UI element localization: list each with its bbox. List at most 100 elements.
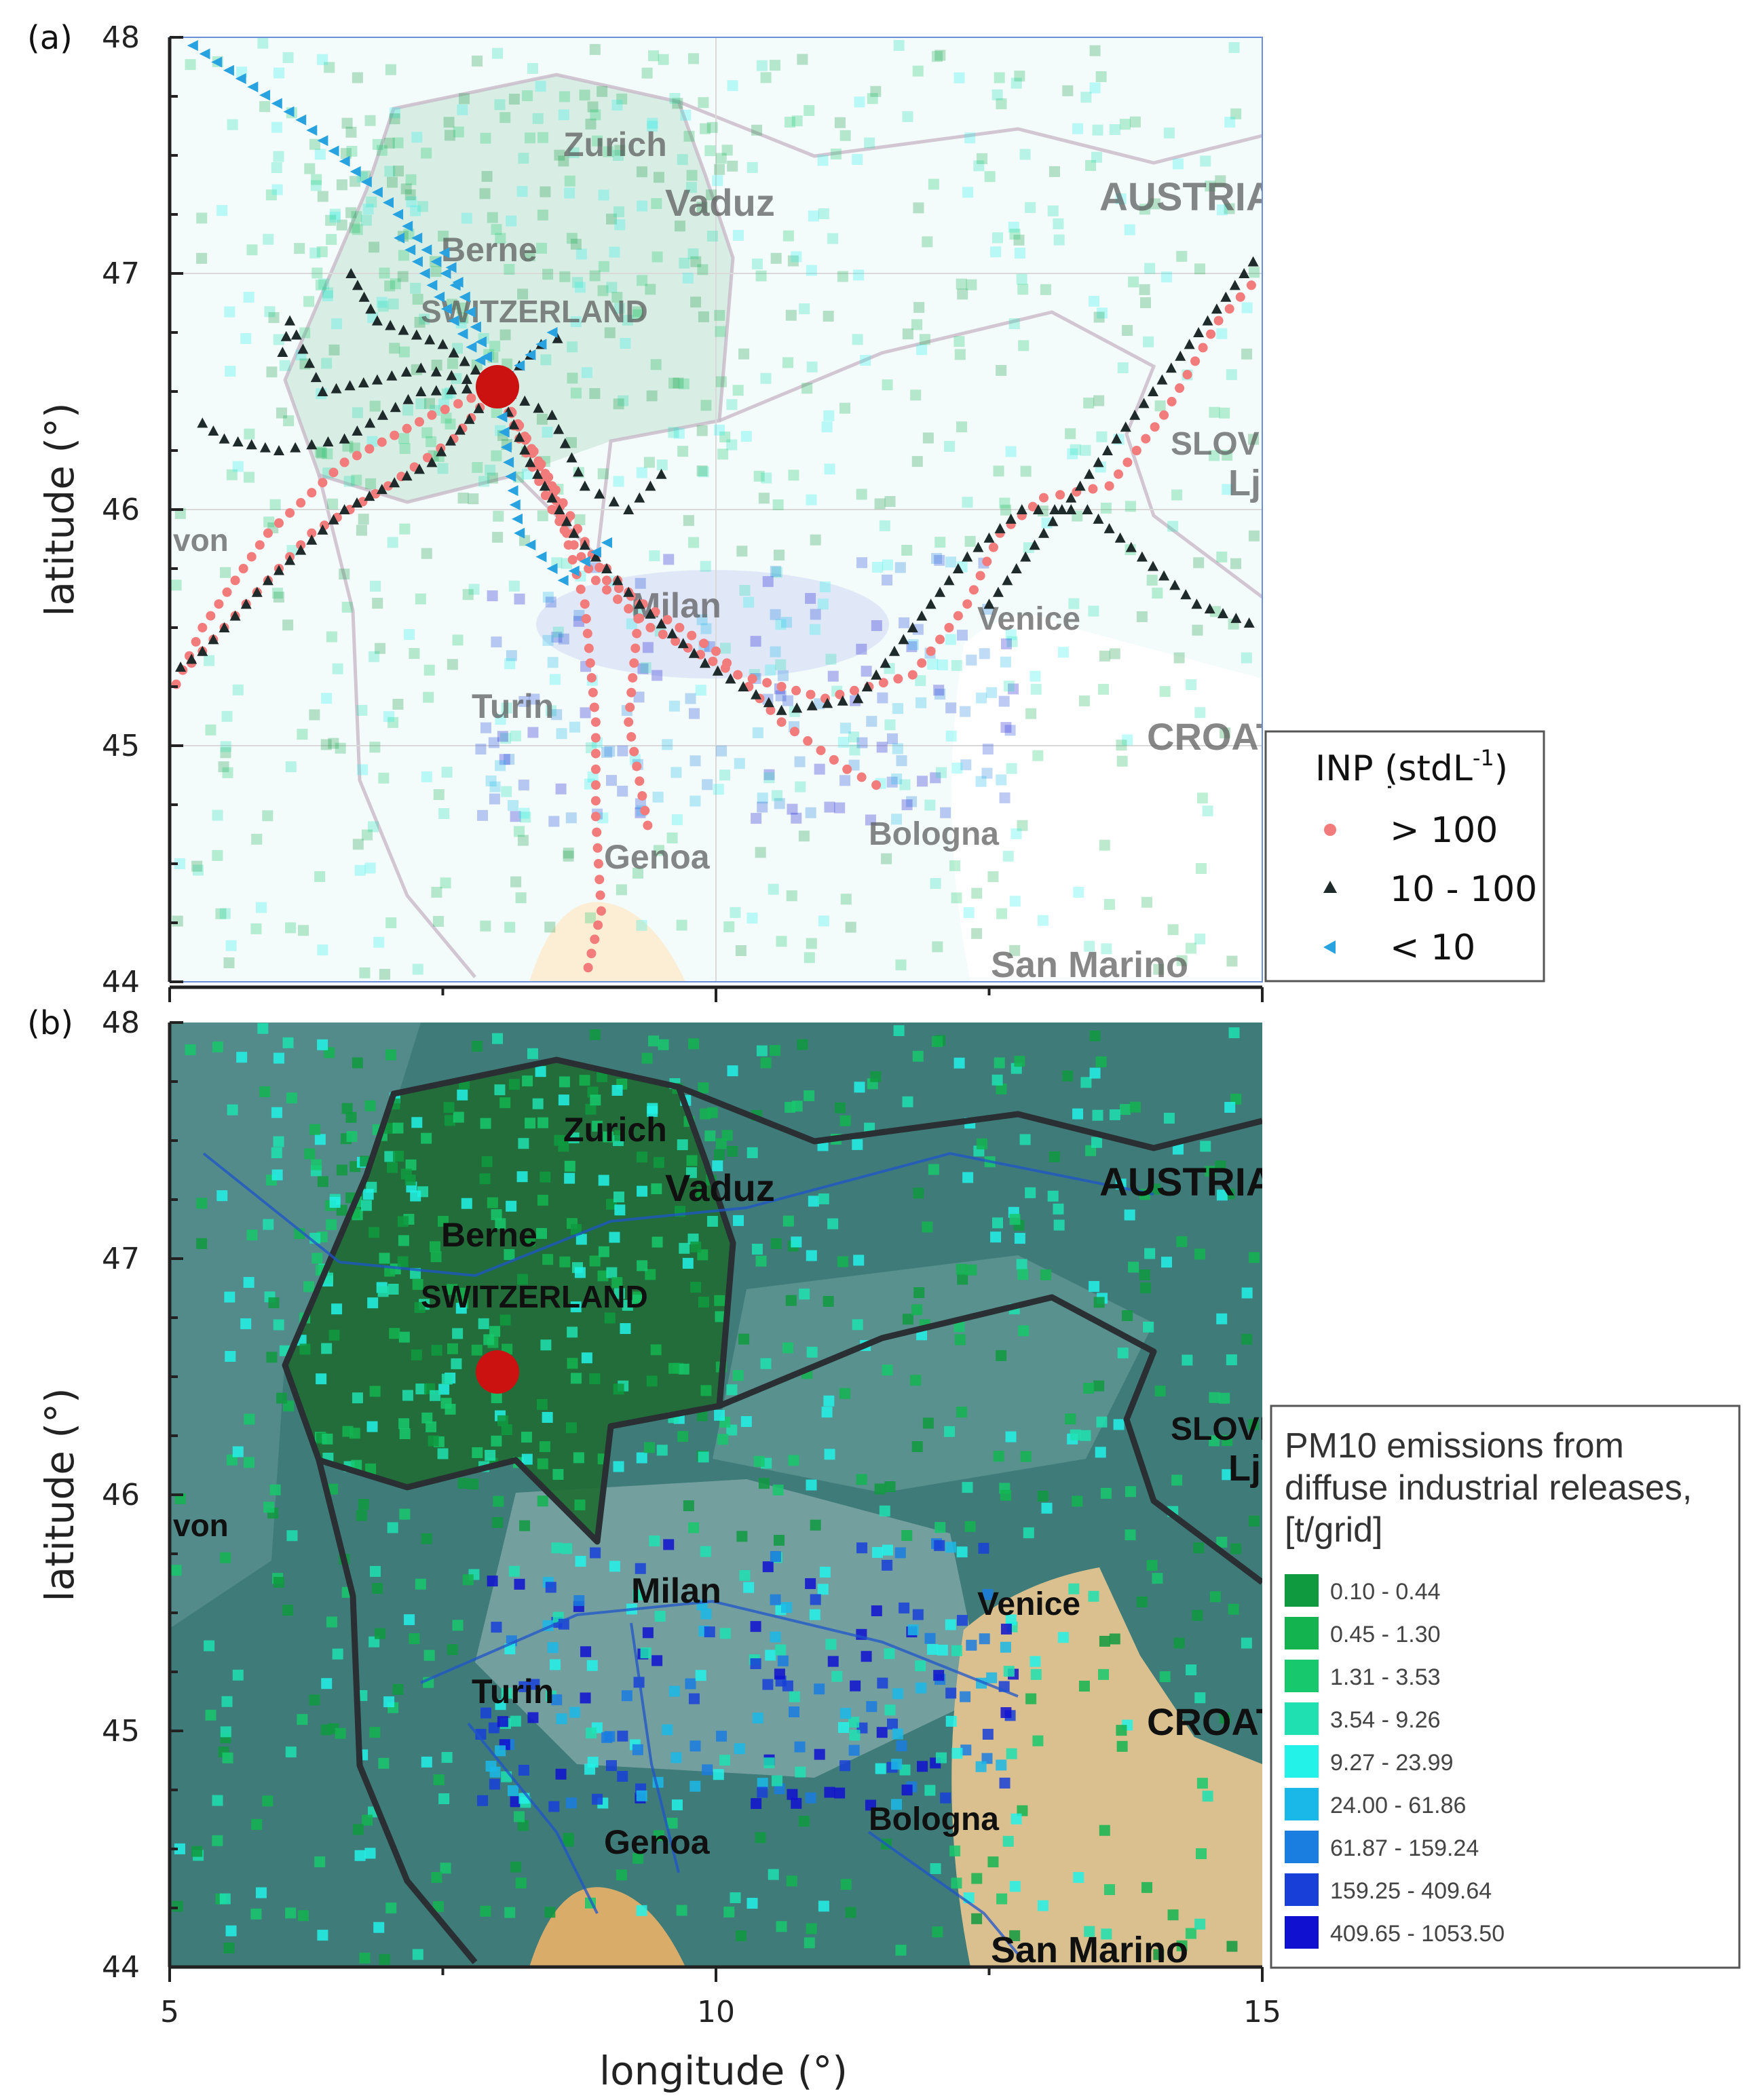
- emission-cell: [1117, 1348, 1129, 1359]
- emission-cell: [999, 497, 1010, 509]
- emission-cell: [653, 1830, 664, 1841]
- trajectory-point-mid: [1047, 516, 1059, 527]
- emission-cell: [587, 771, 599, 783]
- emission-cell: [934, 1540, 945, 1551]
- emission-cell: [574, 282, 586, 293]
- emission-cell: [954, 1334, 966, 1345]
- emission-cell: [266, 366, 278, 378]
- emission-cell: [279, 360, 290, 371]
- emission-cell: [495, 714, 506, 725]
- emission-cell: [510, 1715, 521, 1727]
- emission-cell: [329, 212, 341, 223]
- emission-cell: [706, 121, 718, 133]
- emission-cell: [532, 1098, 544, 1109]
- trajectory-point-mid: [590, 551, 601, 562]
- emission-cell: [558, 155, 569, 167]
- trajectory-point-mid: [1125, 541, 1137, 552]
- emission-cell: [1128, 276, 1139, 288]
- emission-cell: [1173, 1637, 1185, 1649]
- trajectory-point-high: [658, 629, 668, 639]
- emission-cell: [345, 207, 357, 218]
- legend-marker-low: [1323, 940, 1336, 954]
- x-axis-label: longitude (°): [599, 2048, 848, 2094]
- emission-cell: [698, 311, 709, 323]
- inp-legend: INP (stdL-1) > 100 10 - 100 < 10: [1264, 730, 1545, 982]
- emission-cell: [597, 285, 609, 297]
- emission-cell: [894, 1547, 906, 1559]
- trajectory-point-high: [590, 780, 601, 790]
- emission-cell: [999, 1777, 1010, 1789]
- emission-cell: [405, 174, 417, 185]
- emission-cell: [1140, 297, 1152, 309]
- trajectory-point-mid: [385, 320, 396, 330]
- emission-cell: [834, 802, 846, 814]
- emission-cell: [794, 756, 806, 767]
- emission-cell: [975, 1761, 987, 1772]
- emission-cell: [515, 1877, 527, 1889]
- emission-cell: [732, 229, 744, 241]
- emission-cell: [930, 878, 941, 890]
- emission-cell: [637, 1260, 648, 1272]
- trajectory-point-mid: [1156, 374, 1168, 385]
- emission-cell: [343, 476, 355, 487]
- emission-cell: [262, 810, 273, 822]
- emission-cell: [571, 277, 583, 288]
- trajectory-point-mid: [943, 575, 955, 586]
- emission-cell: [1109, 1109, 1120, 1120]
- emission-cell: [702, 1764, 713, 1776]
- emission-cell: [915, 697, 927, 708]
- emission-cell: [788, 1706, 799, 1717]
- trajectory-point-high: [565, 511, 575, 521]
- trajectory-point-mid: [916, 610, 928, 621]
- place-lj: Lj: [1228, 463, 1261, 503]
- emission-cell: [225, 1351, 236, 1362]
- trajectory-point-high: [590, 748, 601, 759]
- emission-cell: [839, 1388, 851, 1399]
- place-vaduz-b: Vaduz: [665, 1166, 775, 1209]
- emission-cell: [750, 636, 761, 647]
- emission-cell: [902, 328, 913, 340]
- emission-cell: [414, 317, 426, 328]
- emission-cell: [327, 498, 339, 510]
- panel-b-y-label: latitude (°): [37, 1388, 83, 1601]
- emission-cell: [689, 755, 701, 767]
- trajectory-point-low: [579, 556, 590, 567]
- emission-cell: [668, 377, 680, 389]
- swiss-border-b: [282, 1056, 736, 1545]
- emission-cell: [485, 1449, 496, 1461]
- borders-b: [282, 1056, 1262, 1964]
- emission-cell: [891, 814, 903, 825]
- emission-cell: [932, 1036, 943, 1048]
- emission-cell: [406, 196, 417, 208]
- emission-cell: [1099, 839, 1110, 851]
- emission-cell: [996, 98, 1007, 109]
- emission-cell: [404, 1175, 416, 1186]
- emission-cell: [551, 1542, 563, 1554]
- emission-cell: [865, 1799, 876, 1811]
- emission-cell: [491, 450, 502, 461]
- emission-cell: [519, 1520, 531, 1531]
- adriatic-sea: [951, 614, 1262, 982]
- emission-cell: [1020, 1451, 1032, 1462]
- emission-cell: [426, 436, 437, 447]
- emission-cell: [1216, 551, 1228, 562]
- emission-cell: [205, 724, 216, 736]
- legend-label-high: > 100: [1390, 810, 1498, 851]
- trajectory-point-mid: [464, 413, 475, 424]
- trajectory-point-high: [402, 423, 412, 434]
- emission-cell: [364, 1848, 376, 1859]
- emission-cell: [611, 1277, 623, 1288]
- emission-cell: [376, 297, 388, 308]
- emission-cell: [390, 278, 401, 290]
- emission-cell: [1018, 340, 1029, 351]
- trajectory-point-high: [296, 498, 306, 508]
- emission-cell: [551, 1694, 563, 1706]
- emission-cell: [810, 1519, 821, 1531]
- emission-cell: [751, 813, 762, 824]
- emission-cell: [678, 1363, 689, 1375]
- emission-cell: [1200, 155, 1211, 167]
- emission-cell: [852, 334, 863, 345]
- emission-cell: [840, 894, 852, 905]
- emission-cell: [491, 224, 502, 235]
- emission-cell: [1154, 1386, 1166, 1397]
